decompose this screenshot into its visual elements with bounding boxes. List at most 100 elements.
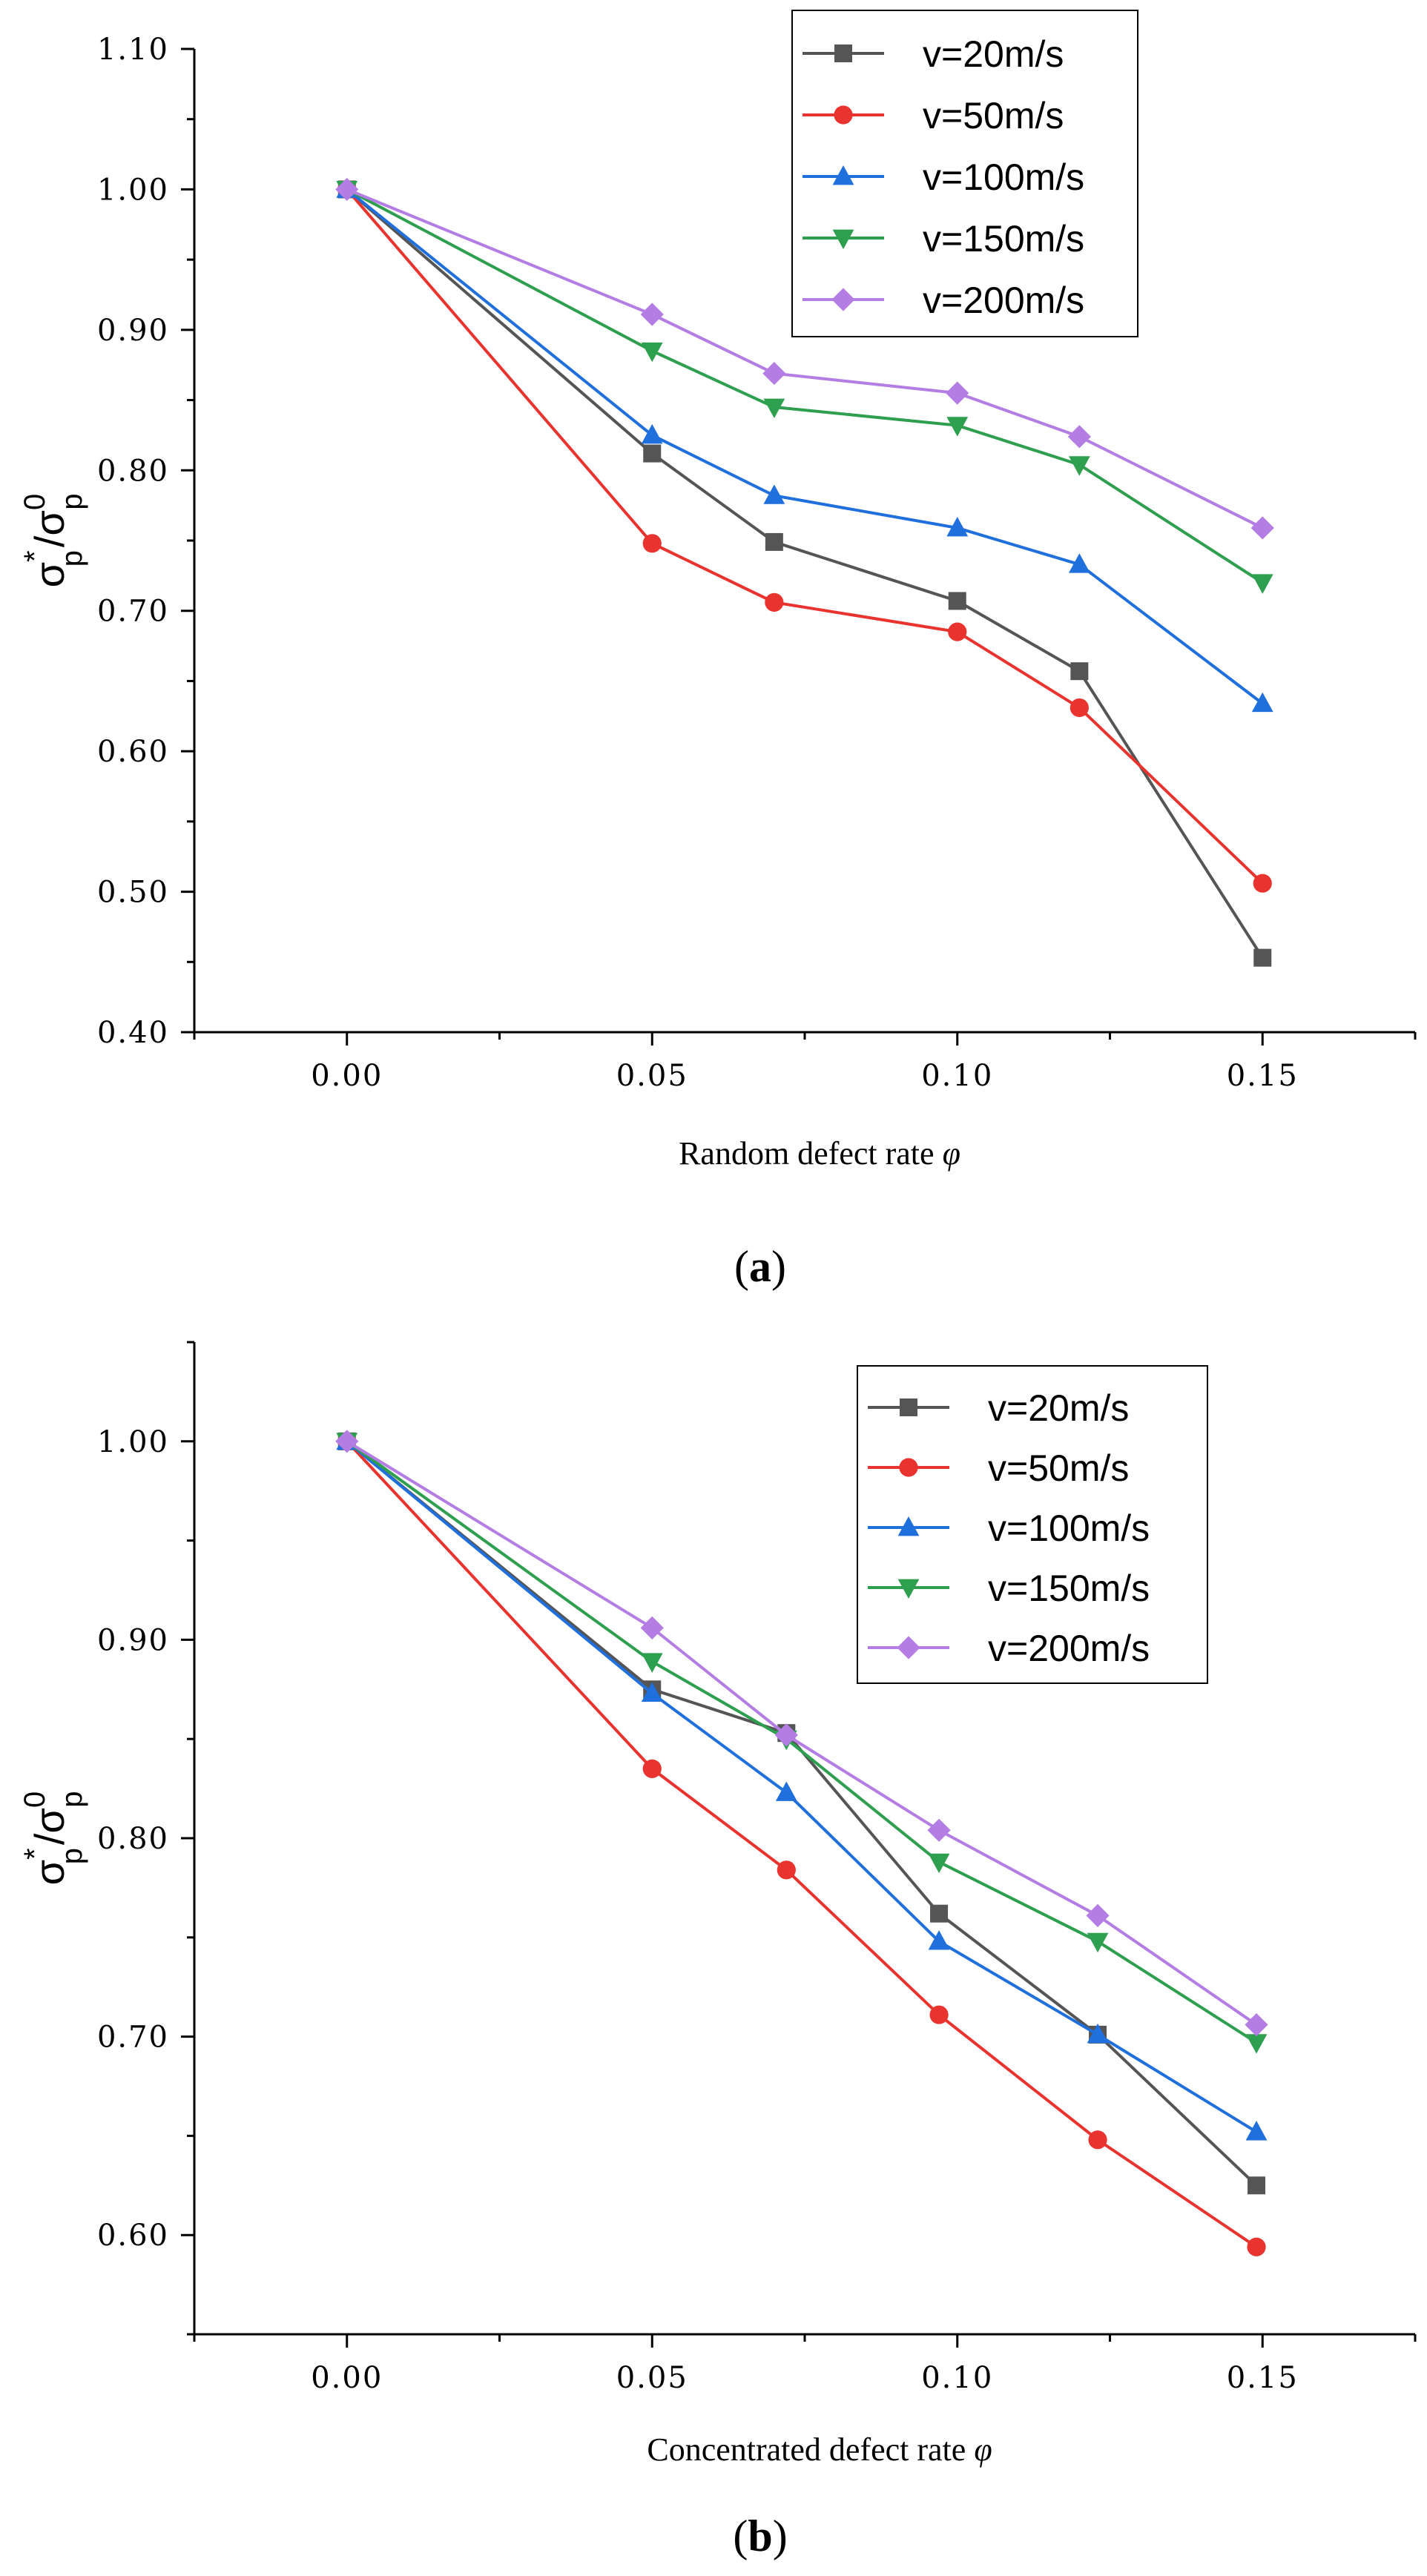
x-axis-title: Random defect rate φ: [679, 1135, 960, 1172]
data-point: [1251, 692, 1273, 713]
data-point: [1245, 2121, 1268, 2141]
legend-label: v=20m/s: [923, 33, 1064, 75]
data-point: [1248, 2176, 1266, 2195]
series-line: [346, 188, 1264, 529]
data-point: [1068, 553, 1090, 573]
data-point: [1088, 2130, 1107, 2150]
panel-label: (b): [733, 2511, 787, 2560]
data-point: [1253, 948, 1272, 967]
legend-box: [791, 10, 1138, 337]
data-point: [641, 1682, 663, 1703]
data-point: [777, 1860, 796, 1880]
chart-panel-b: 0.60 0.70 0.80 0.90 1.00 0.00 0.05 0.10 0.15 v=2…: [19, 1341, 1417, 2560]
series-line: [346, 1440, 1258, 2187]
data-point: [946, 417, 969, 437]
legend-label: v=50m/s: [923, 95, 1064, 136]
legend-label: v=200m/s: [988, 1628, 1150, 1669]
y-tick-label: 1.00: [97, 1425, 169, 1459]
legend-marker: [834, 44, 852, 62]
data-point: [1087, 1932, 1109, 1953]
legend-item: v=150m/s: [868, 1568, 1150, 1609]
data-point: [641, 342, 663, 363]
data-point: [1245, 2012, 1268, 2037]
panel-label: (a): [734, 1242, 786, 1291]
legend: v=20m/s v=50m/s v=100m/s v=150m/s v=200m/s: [791, 10, 1138, 337]
series-line: [346, 1440, 1258, 2027]
y-tick-label: 0.80: [97, 1822, 169, 1856]
y-tick-label: 0.90: [97, 1623, 169, 1657]
data-point: [948, 592, 966, 610]
legend: v=20m/s v=50m/s v=100m/s v=150m/s v=200m/s: [857, 1365, 1208, 1684]
data-point: [775, 1781, 797, 1801]
series-line: [346, 188, 1264, 959]
y-tick-label: 0.90: [97, 314, 169, 348]
legend-label: v=100m/s: [988, 1507, 1150, 1549]
y-tick-label: 1.10: [97, 33, 169, 67]
legend-label: v=150m/s: [923, 218, 1084, 260]
legend-label: v=150m/s: [988, 1568, 1150, 1609]
data-point: [1068, 456, 1090, 476]
legend-marker: [899, 1458, 918, 1477]
y-axis-title-text: σ* p/σ0 p: [19, 1791, 88, 1885]
data-point: [1250, 516, 1274, 540]
legend-item: v=20m/s: [868, 1387, 1129, 1429]
x-axis-title: Concentrated defect rate φ: [647, 2431, 992, 2468]
series-line: [346, 188, 1264, 705]
legend-item: v=100m/s: [803, 156, 1084, 198]
legend-box: [857, 1365, 1208, 1684]
data-point: [927, 1818, 951, 1842]
y-tick-label: 0.80: [97, 454, 169, 488]
legend-item: v=100m/s: [868, 1507, 1150, 1549]
legend-label: v=100m/s: [923, 156, 1084, 198]
data-point: [643, 444, 662, 463]
series-line: [346, 1440, 1258, 2133]
legend-marker: [897, 1636, 920, 1659]
series-v=200m/s: [335, 177, 1274, 540]
series-line: [346, 188, 1264, 584]
y-axis-title-text: σ* p/σ0 p: [19, 493, 88, 587]
data-point: [640, 303, 664, 326]
data-point: [641, 1653, 663, 1673]
series-line: [346, 1440, 1258, 2044]
data-point: [1251, 574, 1273, 594]
data-point: [948, 622, 967, 641]
data-point: [762, 361, 786, 386]
series-line: [346, 1440, 1258, 2248]
legend-item: v=50m/s: [868, 1447, 1129, 1489]
data-point: [1067, 425, 1091, 449]
data-point: [765, 532, 783, 551]
legend-marker: [897, 1516, 920, 1536]
data-point: [1070, 698, 1089, 718]
legend-item: v=50m/s: [803, 95, 1064, 136]
data-point: [641, 423, 663, 444]
data-point: [946, 516, 969, 537]
legend-label: v=50m/s: [988, 1447, 1129, 1489]
y-tick-label: 0.60: [97, 735, 169, 769]
legend-item: v=200m/s: [803, 280, 1084, 321]
data-point: [928, 1930, 950, 1950]
x-tick-label: 0.05: [616, 1059, 688, 1093]
y-tick-label: 0.60: [97, 2219, 169, 2253]
legend-item: v=150m/s: [803, 218, 1084, 260]
x-tick-label: 0.15: [1227, 2361, 1299, 2395]
legend-item: v=20m/s: [803, 33, 1064, 75]
legend-item: v=200m/s: [868, 1628, 1150, 1669]
x-tick-label: 0.05: [616, 2361, 688, 2395]
data-point: [1086, 1903, 1110, 1927]
series-line: [346, 188, 1264, 885]
legend-marker: [897, 1579, 920, 1599]
y-tick-label: 0.70: [97, 2021, 169, 2055]
legend-marker: [832, 165, 854, 185]
data-point: [1247, 2237, 1266, 2256]
data-point: [774, 1723, 798, 1747]
data-point: [640, 1616, 664, 1639]
data-point: [946, 381, 969, 405]
data-point: [928, 1853, 950, 1874]
x-tick-label: 0.10: [921, 2361, 993, 2395]
y-tick-label: 0.50: [97, 876, 169, 910]
y-tick-label: 1.00: [97, 173, 169, 207]
data-point: [335, 177, 359, 202]
x-tick-label: 0.15: [1227, 1059, 1299, 1093]
legend-label: v=200m/s: [923, 280, 1084, 321]
